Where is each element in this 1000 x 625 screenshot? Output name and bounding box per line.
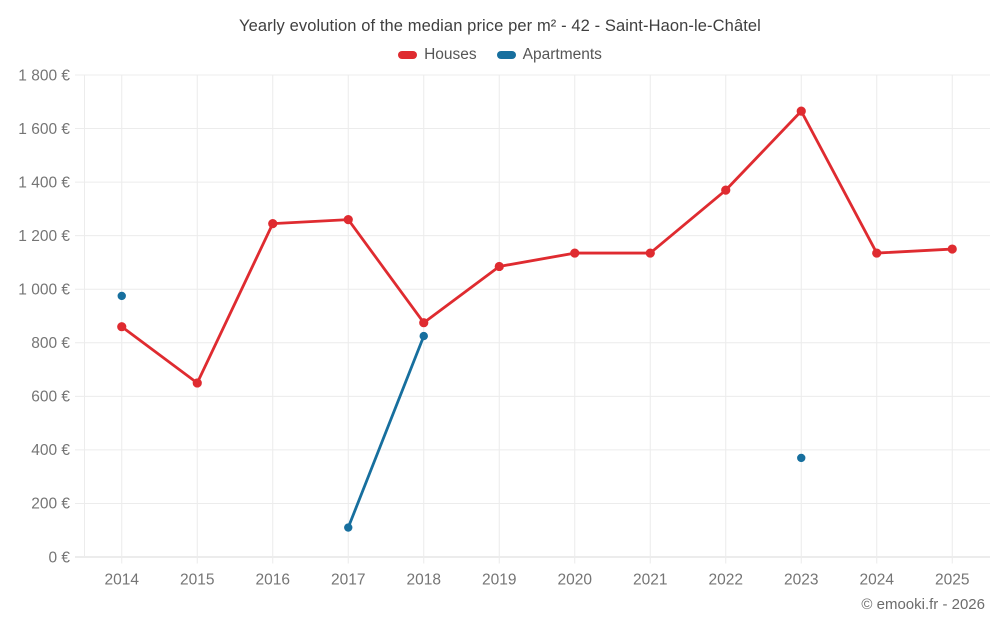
- point-apartments-2014[interactable]: [117, 291, 126, 301]
- watermark: © emooki.fr - 2026: [861, 596, 985, 613]
- y-axis-tick-label: 1 200 €: [18, 228, 70, 245]
- x-axis-tick-label: 2017: [331, 572, 365, 589]
- x-axis-tick-label: 2016: [256, 572, 290, 589]
- chart-title: Yearly evolution of the median price per…: [239, 17, 761, 35]
- x-axis-tick-label: 2019: [482, 572, 516, 589]
- x-axis-tick-label: 2025: [935, 572, 969, 589]
- x-axis-tick-label: 2015: [180, 572, 214, 589]
- point-houses-2020[interactable]: [570, 248, 580, 258]
- y-axis-tick-label: 800 €: [31, 335, 70, 352]
- point-apartments-2023[interactable]: [797, 453, 806, 463]
- y-axis-tick-label: 200 €: [31, 496, 70, 513]
- y-axis-tick-label: 0 €: [48, 549, 70, 566]
- point-apartments-2017[interactable]: [344, 523, 353, 532]
- x-axis-tick-label: 2022: [709, 572, 743, 589]
- y-axis-tick-label: 600 €: [31, 389, 70, 406]
- legend-label-apartments: Apartments: [522, 46, 602, 63]
- y-axis-tick-label: 1 600 €: [18, 121, 70, 138]
- point-houses-2021[interactable]: [645, 248, 655, 258]
- series-line-apartments: [346, 334, 426, 529]
- series-line-houses: [120, 109, 954, 385]
- point-houses-2019[interactable]: [494, 261, 504, 272]
- y-axis-tick-label: 400 €: [31, 442, 70, 459]
- y-axis-tick-label: 1 800 €: [18, 67, 70, 84]
- x-axis-tick-label: 2020: [558, 572, 593, 589]
- point-houses-2015[interactable]: [192, 378, 202, 388]
- legend-item-houses[interactable]: Houses: [398, 46, 477, 64]
- point-houses-2017[interactable]: [343, 215, 353, 225]
- point-houses-2022[interactable]: [721, 185, 731, 195]
- x-axis-tick-label: 2021: [633, 572, 667, 589]
- y-axis-tick-label: 1 000 €: [18, 282, 70, 299]
- legend-label-houses: Houses: [424, 46, 477, 63]
- legend: Houses Apartments: [0, 46, 1000, 64]
- point-apartments-2018[interactable]: [419, 331, 428, 341]
- point-houses-2014[interactable]: [117, 322, 127, 332]
- legend-item-apartments[interactable]: Apartments: [496, 46, 602, 64]
- y-axis-tick-label: 1 400 €: [18, 174, 70, 191]
- point-houses-2018[interactable]: [419, 318, 429, 328]
- x-axis-tick-label: 2023: [784, 572, 818, 589]
- point-houses-2016[interactable]: [268, 219, 278, 229]
- point-houses-2025[interactable]: [947, 244, 957, 254]
- point-houses-2023[interactable]: [796, 106, 806, 116]
- apartments-series-swatch-icon: [496, 51, 516, 59]
- series-houses: [117, 106, 957, 388]
- gridlines: 0 € 200 € 400 € 600 € 800 € 1 000 € 1 200 € 1 4…: [18, 67, 990, 589]
- x-axis-tick-label: 2024: [860, 572, 895, 589]
- series-apartments: [117, 291, 806, 532]
- x-axis-tick-label: 2014: [105, 572, 140, 589]
- houses-series-swatch-icon: [398, 51, 418, 59]
- point-houses-2024[interactable]: [872, 248, 882, 258]
- x-axis-tick-label: 2018: [407, 572, 441, 589]
